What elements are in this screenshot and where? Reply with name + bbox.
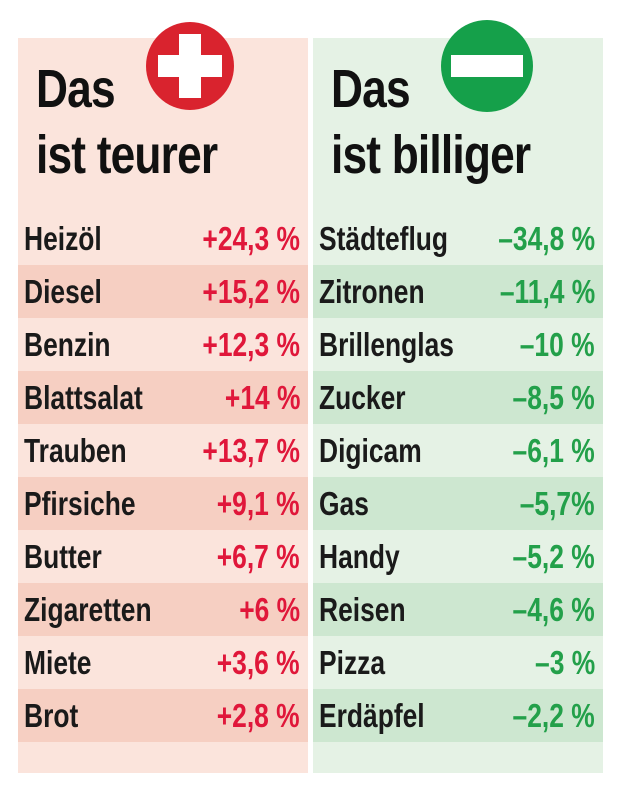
- item-name: Erdäpfel: [319, 697, 425, 734]
- item-name: Miete: [24, 644, 92, 681]
- panel-more-expensive: Das ist teurer Heizöl +24,3 % Diesel +15,2 …: [18, 22, 308, 773]
- item-change: +24,3 %: [202, 220, 300, 257]
- item-name: Städteflug: [319, 220, 449, 257]
- item-name: Zucker: [319, 379, 406, 416]
- item-change: +2,8 %: [217, 697, 300, 734]
- minus-icon: [441, 20, 533, 112]
- table-row: Städteflug –34,8 %: [313, 212, 603, 265]
- item-change: –2,2 %: [512, 697, 595, 734]
- item-name: Benzin: [24, 326, 111, 363]
- item-name: Zitronen: [319, 273, 425, 310]
- item-change: +14 %: [224, 379, 300, 416]
- item-name: Handy: [319, 538, 400, 575]
- title-line: Das: [36, 59, 116, 119]
- item-change: +12,3 %: [202, 326, 300, 363]
- item-change: –3 %: [534, 644, 595, 681]
- item-name: Gas: [319, 485, 369, 522]
- panel-cheaper: Das ist billiger Städteflug –34,8 % Zitron…: [313, 20, 603, 773]
- table-row: Brot +2,8 %: [18, 689, 308, 742]
- item-name: Zigaretten: [24, 591, 152, 628]
- item-name: Digicam: [319, 432, 422, 469]
- item-change: –4,6 %: [512, 591, 595, 628]
- table-row: Pfirsiche +9,1 %: [18, 477, 308, 530]
- item-change: –8,5 %: [512, 379, 595, 416]
- item-change: +6 %: [239, 591, 300, 628]
- table-row: Gas –5,7%: [313, 477, 603, 530]
- item-change: –5,2 %: [512, 538, 595, 575]
- item-change: +9,1 %: [217, 485, 300, 522]
- item-change: +6,7 %: [217, 538, 300, 575]
- item-change: –34,8 %: [498, 220, 595, 257]
- item-name: Heizöl: [24, 220, 102, 257]
- table-row: Zucker –8,5 %: [313, 371, 603, 424]
- table-row: Zitronen –11,4 %: [313, 265, 603, 318]
- item-name: Blattsalat: [24, 379, 143, 416]
- item-change: –10 %: [520, 326, 595, 363]
- table-row: Miete +3,6 %: [18, 636, 308, 689]
- item-change: +3,6 %: [217, 644, 300, 681]
- table-row: Brillenglas –10 %: [313, 318, 603, 371]
- item-name: Brillenglas: [319, 326, 454, 363]
- item-name: Butter: [24, 538, 102, 575]
- table-row: Erdäpfel –2,2 %: [313, 689, 603, 742]
- table-row: Benzin +12,3 %: [18, 318, 308, 371]
- item-change: –11,4 %: [499, 273, 595, 310]
- title-line: Das: [331, 59, 411, 119]
- item-name: Reisen: [319, 591, 406, 628]
- table-row: Digicam –6,1 %: [313, 424, 603, 477]
- table-row: Butter +6,7 %: [18, 530, 308, 583]
- table-row: Trauben +13,7 %: [18, 424, 308, 477]
- table-row: Pizza –3 %: [313, 636, 603, 689]
- table-row: Handy –5,2 %: [313, 530, 603, 583]
- item-name: Pizza: [319, 644, 386, 681]
- table-row: Reisen –4,6 %: [313, 583, 603, 636]
- table-row: Diesel +15,2 %: [18, 265, 308, 318]
- item-name: Brot: [24, 697, 79, 734]
- table-row: Blattsalat +14 %: [18, 371, 308, 424]
- item-name: Pfirsiche: [24, 485, 136, 522]
- plus-icon: [146, 22, 234, 110]
- table-row: Heizöl +24,3 %: [18, 212, 308, 265]
- title-line: ist teurer: [36, 125, 218, 185]
- item-name: Diesel: [24, 273, 102, 310]
- table-row: Zigaretten +6 %: [18, 583, 308, 636]
- item-change: –5,7%: [520, 485, 595, 522]
- item-change: +15,2 %: [202, 273, 300, 310]
- title-line: ist billiger: [331, 125, 531, 185]
- item-change: +13,7 %: [202, 432, 300, 469]
- item-name: Trauben: [24, 432, 127, 469]
- item-change: –6,1 %: [512, 432, 595, 469]
